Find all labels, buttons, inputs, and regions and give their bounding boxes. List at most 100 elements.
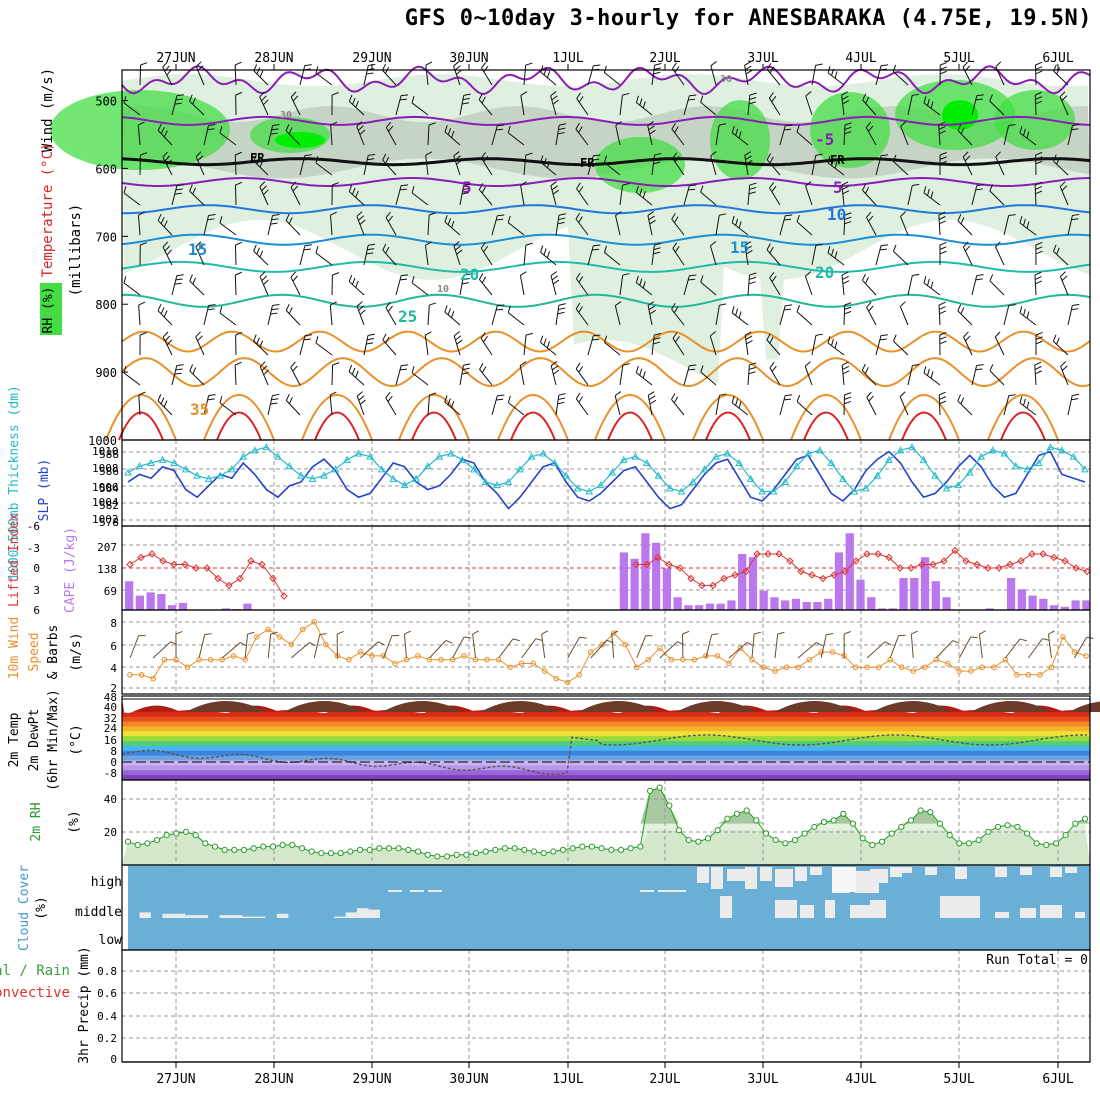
isotherm-label: 20 xyxy=(815,263,834,282)
barb-flag xyxy=(841,361,849,366)
barb-flag xyxy=(138,301,146,306)
thickness-point xyxy=(735,458,743,466)
wind-barb xyxy=(671,303,685,326)
wind-barb xyxy=(427,392,437,416)
thickness-point xyxy=(1081,465,1089,473)
barb-flag xyxy=(745,69,753,75)
isotherm-hot xyxy=(901,411,947,441)
barb-staff xyxy=(636,102,653,116)
lifted-index-point xyxy=(214,574,222,583)
cape-bar xyxy=(942,597,951,610)
barb-flag xyxy=(963,331,969,338)
barb-flag xyxy=(749,276,757,280)
wind-barb xyxy=(523,242,533,266)
barb-staff xyxy=(425,155,429,176)
cape-bar xyxy=(705,603,715,610)
wind-barb xyxy=(893,334,909,356)
barb-flag xyxy=(844,212,852,216)
rh2m-point xyxy=(260,843,267,850)
barb-flag xyxy=(635,185,639,193)
barb-flag xyxy=(989,364,994,371)
wind-barb xyxy=(285,303,301,326)
isotherm-label: 5 xyxy=(462,178,472,197)
thickness-point xyxy=(354,449,363,457)
cape-bar xyxy=(684,605,693,610)
barb-flag xyxy=(189,94,193,102)
wind-barb xyxy=(866,391,877,416)
isotherm-warm xyxy=(203,394,275,441)
barb-staff xyxy=(804,366,813,386)
barb-flag xyxy=(653,67,661,71)
barb-staff xyxy=(189,100,205,116)
barb-flag xyxy=(462,187,470,191)
barb-flag xyxy=(783,308,792,311)
barb-flag xyxy=(1019,306,1023,314)
barb-flag xyxy=(654,63,662,66)
lifted-index-point xyxy=(764,550,772,558)
wind-barb xyxy=(299,334,312,356)
wind-speed-point xyxy=(852,664,859,671)
rh-shade-high xyxy=(50,90,230,170)
rh2m-point xyxy=(163,832,170,839)
barb-flag xyxy=(769,361,775,369)
thickness-point xyxy=(850,487,859,495)
barb-flag xyxy=(719,303,727,306)
barb-staff xyxy=(189,280,205,296)
barb-flag xyxy=(559,123,567,126)
barb-staff xyxy=(507,132,525,146)
barb-flag xyxy=(930,281,934,289)
barb-flag xyxy=(497,214,505,217)
rh2m-point xyxy=(482,848,489,855)
cape-bar xyxy=(727,600,736,610)
wind-barb xyxy=(523,62,533,86)
barb-flag xyxy=(796,215,800,222)
temp-max-hump xyxy=(578,701,659,712)
barb-staff xyxy=(797,642,817,659)
rh2m-point xyxy=(124,838,132,845)
barb-flag xyxy=(497,124,505,127)
wind-barb xyxy=(198,633,212,659)
barb-staff xyxy=(567,636,581,659)
barb-staff xyxy=(427,305,430,326)
barb-flag xyxy=(425,151,433,156)
wind-speed-point xyxy=(657,645,663,652)
wind-barb xyxy=(1034,91,1043,116)
wind-barb xyxy=(747,92,757,116)
wind-barb xyxy=(520,181,527,206)
barb-flag xyxy=(622,183,630,186)
barb-flag xyxy=(783,398,792,401)
barb-flag xyxy=(777,631,785,635)
cloud-middle-bar xyxy=(185,915,197,918)
cloud-high-bar xyxy=(795,867,807,881)
barb-flag xyxy=(654,152,662,156)
barb-flag xyxy=(816,642,823,647)
barb-staff xyxy=(1067,395,1073,416)
cape-bar xyxy=(748,557,758,610)
wind-barb xyxy=(453,331,463,356)
barb-staff xyxy=(893,340,909,356)
barb-flag xyxy=(290,271,296,278)
barb-flag xyxy=(796,304,800,312)
thickness-point xyxy=(297,471,305,479)
barb-staff xyxy=(728,642,748,659)
barb-flag xyxy=(540,155,544,163)
rh2m-point xyxy=(1072,820,1079,827)
wind-barb xyxy=(971,274,984,296)
wind-speed-point xyxy=(968,668,974,674)
wind-barb xyxy=(804,361,813,386)
temp-max-hump xyxy=(872,701,953,712)
barb-staff xyxy=(715,215,720,236)
barb-flag xyxy=(285,303,290,311)
wind-barb xyxy=(861,363,877,386)
wind-barb xyxy=(411,96,429,116)
barb-staff xyxy=(1053,70,1069,86)
wind-barb xyxy=(138,391,146,416)
barb-staff xyxy=(267,634,272,659)
wind-speed-point xyxy=(438,656,444,663)
barb-flag xyxy=(1061,95,1068,102)
barb-flag xyxy=(261,95,267,102)
barb-flag xyxy=(648,391,655,396)
barb-staff xyxy=(576,188,589,206)
barb-flag xyxy=(160,217,165,224)
cloud-high-bar xyxy=(810,867,822,875)
